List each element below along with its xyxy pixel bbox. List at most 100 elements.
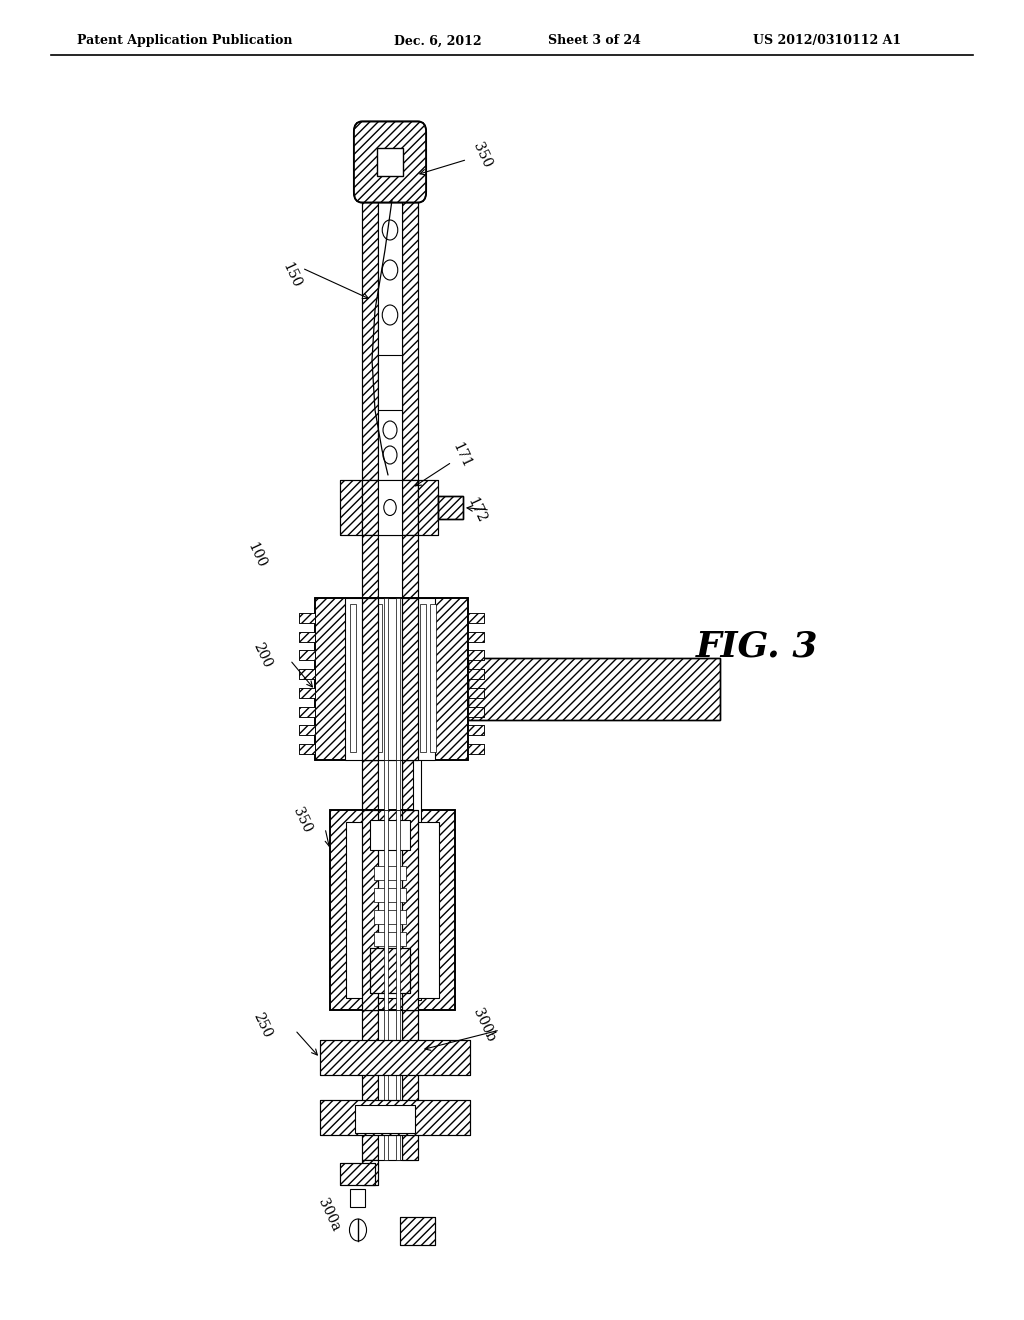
Bar (374, 866, 406, 880)
Bar (370, 948, 410, 993)
Bar (319, 1040, 470, 1074)
Bar (468, 706, 484, 717)
Text: FIG. 3: FIG. 3 (696, 630, 819, 664)
Bar (410, 605, 416, 752)
Bar (299, 706, 315, 717)
Circle shape (383, 421, 397, 440)
Bar (438, 496, 463, 519)
Bar (402, 760, 418, 810)
Bar (468, 669, 484, 678)
Bar (468, 688, 484, 698)
Text: US 2012/0310112 A1: US 2012/0310112 A1 (753, 34, 901, 48)
Circle shape (384, 499, 396, 516)
Bar (400, 1217, 435, 1245)
Bar (362, 1160, 378, 1185)
Circle shape (349, 1218, 367, 1241)
Bar (319, 1100, 470, 1135)
Bar (362, 598, 378, 760)
Bar (315, 598, 468, 760)
Bar (362, 760, 378, 810)
Bar (299, 725, 315, 735)
FancyBboxPatch shape (354, 121, 426, 202)
Bar (374, 909, 406, 924)
Bar (299, 744, 315, 754)
Bar (402, 1010, 418, 1160)
Bar (362, 760, 378, 810)
Bar (468, 725, 484, 735)
Bar (362, 1160, 378, 1185)
Bar (377, 148, 403, 176)
Bar (468, 657, 720, 719)
Text: 200: 200 (250, 640, 273, 669)
Bar (468, 631, 484, 642)
Text: 250: 250 (250, 1010, 273, 1040)
Bar (299, 631, 315, 642)
Bar (402, 1010, 418, 1160)
Bar (402, 598, 418, 760)
Bar (402, 480, 418, 535)
Bar (355, 1105, 415, 1133)
Bar (340, 1163, 375, 1185)
Bar (299, 688, 315, 698)
Bar (418, 480, 438, 535)
Text: 350: 350 (420, 140, 494, 174)
Bar (299, 688, 315, 698)
Bar (330, 810, 455, 1010)
Circle shape (382, 260, 397, 280)
Bar (299, 612, 315, 623)
Circle shape (382, 305, 397, 325)
Bar (370, 948, 410, 993)
Bar (299, 669, 315, 678)
Bar (468, 612, 484, 623)
Bar (319, 1040, 470, 1074)
Bar (376, 605, 382, 752)
Circle shape (383, 446, 397, 465)
Text: 300b: 300b (470, 1006, 498, 1044)
Bar (384, 760, 388, 810)
Bar (400, 1217, 435, 1245)
Bar (418, 480, 438, 535)
Bar (468, 612, 484, 623)
Bar (378, 760, 402, 810)
Text: 300a: 300a (315, 1196, 342, 1234)
Bar (350, 1189, 365, 1206)
Bar (362, 535, 378, 601)
Bar (402, 810, 418, 1010)
Bar (402, 535, 418, 601)
Bar (402, 191, 418, 480)
Bar (362, 191, 378, 480)
Bar (340, 1163, 375, 1185)
Text: 172: 172 (465, 495, 488, 525)
Bar (378, 480, 402, 535)
Bar (378, 355, 402, 411)
Bar (468, 651, 484, 660)
Bar (378, 1010, 402, 1160)
Bar (345, 598, 435, 760)
Bar (468, 725, 484, 735)
Bar (362, 1010, 378, 1160)
Bar (299, 631, 315, 642)
Bar (438, 496, 463, 519)
Text: Sheet 3 of 24: Sheet 3 of 24 (548, 34, 641, 48)
Bar (315, 598, 468, 760)
Bar (402, 598, 418, 760)
Bar (396, 760, 400, 810)
Bar (396, 810, 400, 1010)
Bar (413, 744, 421, 1001)
Bar (468, 744, 484, 754)
Bar (362, 535, 378, 601)
Text: Dec. 6, 2012: Dec. 6, 2012 (394, 34, 482, 48)
Bar (346, 822, 439, 998)
Bar (299, 612, 315, 623)
Bar (362, 810, 378, 1010)
Bar (362, 810, 378, 1010)
Bar (374, 954, 406, 968)
Bar (340, 480, 362, 535)
Bar (468, 706, 484, 717)
Bar (402, 760, 418, 810)
Bar (370, 820, 410, 850)
Bar (374, 888, 406, 902)
Bar (362, 1010, 378, 1160)
Bar (299, 669, 315, 678)
Bar (402, 191, 418, 480)
